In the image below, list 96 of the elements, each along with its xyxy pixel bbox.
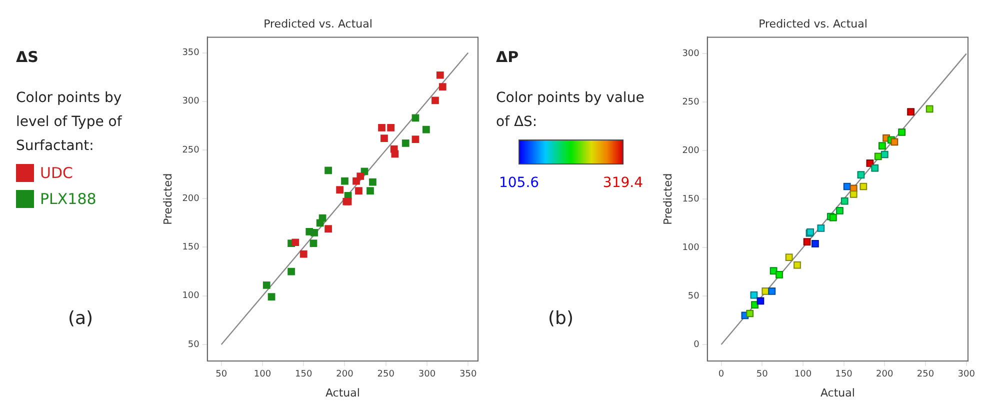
y-tick-label: 150 — [682, 194, 700, 204]
point — [898, 128, 906, 136]
y-tick-label: 250 — [182, 145, 200, 156]
point — [380, 134, 388, 142]
point — [746, 310, 754, 318]
point — [803, 238, 811, 246]
y-tick-label: 50 — [188, 340, 200, 350]
y-tick-label: 100 — [182, 291, 200, 302]
point — [369, 178, 376, 186]
point — [817, 224, 825, 232]
point — [355, 187, 362, 195]
x-tick-label: 300 — [958, 370, 976, 380]
color-bar-label: 319.4 — [602, 175, 644, 192]
y-tick-label: 50 — [688, 291, 700, 302]
point — [878, 142, 886, 150]
y-tick-label: 0 — [694, 340, 700, 350]
point — [336, 186, 344, 194]
point — [378, 124, 386, 132]
y-tick-label: 300 — [682, 49, 700, 60]
chart-title: Predicted vs. Actual — [264, 17, 372, 30]
color-bar-title: Color points by value of ΔS: — [496, 89, 646, 132]
x-tick-label: 150 — [835, 370, 853, 380]
x-tick-label: 50 — [216, 370, 228, 380]
y-tick-label: 200 — [682, 146, 700, 156]
point — [926, 105, 934, 113]
legend-label: PLX188 — [40, 190, 96, 208]
x-axis-title: Actual — [325, 386, 360, 400]
point — [794, 261, 801, 269]
point — [860, 182, 868, 190]
point — [268, 293, 276, 301]
point — [751, 301, 758, 308]
color-bar-label: 105.6 — [498, 175, 540, 192]
point — [785, 254, 793, 261]
point — [850, 190, 858, 198]
text: (b) — [548, 308, 574, 329]
point — [438, 83, 446, 90]
chart-title: Predicted vs. Actual — [758, 17, 868, 30]
point — [812, 240, 819, 248]
point — [830, 214, 837, 222]
text: ΔP — [496, 48, 519, 66]
point — [871, 164, 879, 172]
point — [890, 138, 898, 146]
x-tick-label: 200 — [336, 370, 354, 380]
x-tick-label: 50 — [756, 370, 768, 380]
y-tick-label: 350 — [182, 48, 200, 58]
point — [436, 71, 444, 79]
point — [750, 291, 758, 299]
y-tick-label: 250 — [682, 98, 700, 108]
point — [432, 96, 439, 104]
point — [776, 271, 783, 278]
point — [412, 114, 420, 122]
point — [836, 207, 844, 214]
x-axis-title: Actual — [820, 386, 855, 400]
x-tick-label: 150 — [295, 370, 312, 380]
legend-label: UDC — [40, 164, 74, 182]
point — [768, 288, 776, 295]
point — [310, 240, 318, 248]
x-tick-label: 0 — [718, 370, 724, 380]
point — [391, 150, 399, 158]
y-axis-title: Predicted — [161, 173, 174, 225]
point — [262, 281, 270, 289]
point — [366, 187, 374, 195]
x-tick-label: 100 — [794, 370, 812, 380]
text: ΔS — [16, 48, 38, 66]
point — [318, 214, 326, 222]
point — [292, 238, 300, 246]
text: (a) — [68, 308, 94, 329]
point — [387, 124, 394, 132]
point — [880, 150, 888, 158]
point — [310, 228, 318, 236]
y-tick-label: 100 — [682, 242, 700, 253]
point — [857, 171, 865, 179]
legend-title: Color points by level of Type of Surfactant: — [16, 89, 123, 156]
y-tick-label: 200 — [182, 194, 200, 204]
point — [341, 177, 348, 185]
point — [324, 166, 332, 174]
point — [288, 268, 295, 276]
y-axis-title: Predicted — [661, 173, 674, 225]
point — [762, 288, 770, 295]
x-tick-label: 250 — [377, 370, 395, 380]
point — [412, 136, 420, 143]
x-tick-label: 250 — [916, 370, 934, 380]
x-tick-label: 100 — [254, 370, 272, 380]
x-tick-label: 350 — [460, 370, 477, 380]
point — [324, 225, 332, 232]
x-tick-label: 300 — [418, 370, 436, 380]
point — [840, 197, 848, 205]
x-tick-label: 200 — [876, 370, 894, 380]
point — [300, 250, 308, 258]
point — [402, 140, 410, 147]
point — [907, 108, 914, 116]
point — [422, 126, 430, 134]
point — [756, 297, 764, 305]
y-tick-label: 150 — [182, 242, 200, 253]
point — [356, 172, 364, 180]
y-tick-label: 300 — [182, 96, 200, 107]
